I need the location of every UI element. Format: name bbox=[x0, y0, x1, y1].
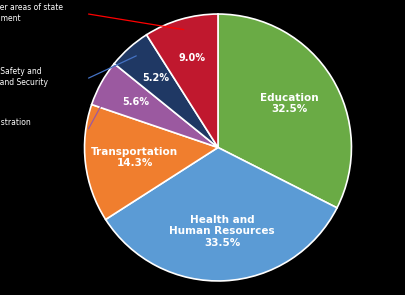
Wedge shape bbox=[114, 35, 218, 148]
Text: 9.0%: 9.0% bbox=[179, 53, 205, 63]
Wedge shape bbox=[147, 14, 218, 148]
Text: 5.2%: 5.2% bbox=[142, 73, 169, 83]
Text: Public Safety and
Homeland Security: Public Safety and Homeland Security bbox=[0, 68, 48, 87]
Text: Administration: Administration bbox=[0, 118, 32, 127]
Text: Health and
Human Resources
33.5%: Health and Human Resources 33.5% bbox=[169, 215, 275, 248]
Wedge shape bbox=[92, 64, 218, 148]
Wedge shape bbox=[85, 104, 218, 219]
Wedge shape bbox=[218, 14, 352, 208]
Text: Education
32.5%: Education 32.5% bbox=[260, 93, 319, 114]
Wedge shape bbox=[106, 148, 337, 281]
Text: All other areas of state
government: All other areas of state government bbox=[0, 3, 63, 23]
Text: 5.6%: 5.6% bbox=[123, 97, 150, 107]
Text: Transportation
14.3%: Transportation 14.3% bbox=[91, 147, 178, 168]
